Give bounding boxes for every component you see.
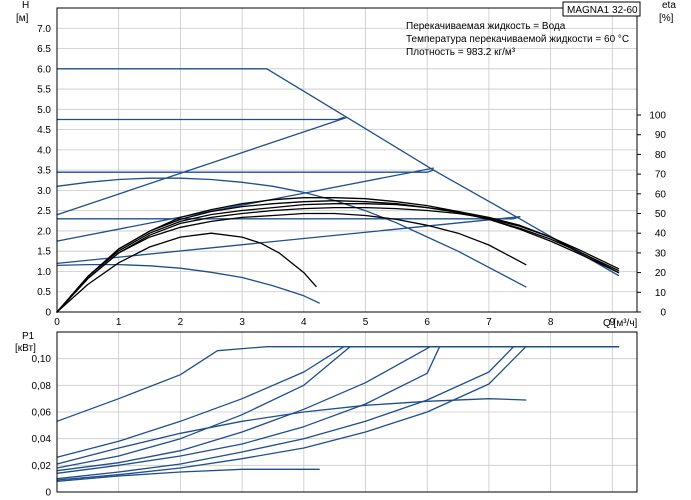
head-y-tick-label: 2.0	[37, 226, 51, 237]
power-curve	[56, 346, 620, 474]
power-curve	[56, 346, 620, 480]
y2-axis-name: eta	[662, 0, 676, 11]
power-grid	[56, 332, 637, 493]
head-y-tick-label: 0	[45, 308, 51, 319]
power-plot-frame	[56, 331, 638, 493]
eta-y-tick-label: 10	[655, 288, 667, 299]
head-y-tick-label: 1.5	[37, 247, 51, 258]
model-title-box	[562, 1, 641, 17]
head-y-tick-label: 6.5	[37, 44, 51, 55]
x-tick-label: 0	[54, 317, 60, 328]
model-title: MAGNA1 32-60	[567, 5, 638, 16]
y-axis-name: H	[22, 0, 29, 11]
head-plot-frame	[56, 7, 638, 313]
eta-y-tick-label: 30	[655, 248, 667, 259]
efficiency-curve	[56, 203, 620, 313]
efficiency-curve	[56, 206, 620, 313]
head-curve	[56, 169, 435, 173]
x-tick-label: 1	[116, 317, 122, 328]
x-tick-label: 2	[178, 317, 184, 328]
power-y-tick-label: 0,08	[32, 381, 52, 392]
eta-y-tick-label: 20	[655, 268, 667, 279]
x-tick-label: 4	[301, 317, 307, 328]
x-tick-label: 8	[548, 317, 554, 328]
power-curve	[56, 346, 620, 422]
head-curve	[56, 167, 435, 242]
head-y-tick-label: 7.0	[37, 24, 51, 35]
head-y-tick-label: 5.5	[37, 85, 51, 96]
eta-y-tick-label: 50	[655, 209, 667, 220]
power-curve	[56, 346, 620, 472]
efficiency-curve	[56, 212, 527, 313]
eta-y-tick-label: 60	[655, 189, 667, 200]
eta-y-tick-label: 100	[649, 111, 666, 122]
head-curve	[56, 216, 521, 220]
power-y-tick-label: 0,02	[32, 461, 52, 472]
x-axis-label: Q [м³/ч]	[603, 318, 638, 329]
power-curve	[56, 346, 620, 469]
head-y-tick-label: 2.5	[37, 206, 51, 217]
head-curves	[56, 68, 620, 304]
efficiency-curve	[56, 197, 620, 313]
head-y-tick-label: 1.0	[37, 267, 51, 278]
x-tick-label: 6	[424, 317, 430, 328]
head-y-tick-label: 5.0	[37, 105, 51, 116]
p1-axis-unit: [кВт]	[15, 343, 36, 354]
info-line-temperature: Температура перекачиваемой жидкости = 60…	[406, 34, 629, 45]
eta-y-tick-label: 0	[660, 308, 666, 319]
power-y-tick-label: 0,06	[32, 408, 52, 419]
head-y-tick-label: 6.0	[37, 64, 51, 75]
head-y-tick-label: 3.5	[37, 166, 51, 177]
head-curve	[56, 116, 348, 216]
power-y-tick-label: 0,04	[32, 434, 52, 445]
power-curve	[56, 346, 620, 481]
power-y-tick-label: 0,10	[32, 354, 52, 365]
head-curve	[56, 263, 320, 304]
x-tick-label: 9	[610, 317, 616, 328]
head-curve	[56, 116, 345, 121]
efficiency-curve	[56, 200, 620, 313]
eta-y-tick-label: 70	[655, 170, 667, 181]
head-y-tick-label: 3.0	[37, 186, 51, 197]
eta-y-tick-label: 90	[655, 130, 667, 141]
eta-y-tick-label: 80	[655, 150, 667, 161]
x-tick-label: 3	[239, 317, 245, 328]
head-y-tick-label: 0.5	[37, 287, 51, 298]
head-curve	[56, 68, 620, 277]
efficiency-curves	[56, 197, 620, 313]
power-curve	[56, 346, 620, 458]
head-curve	[56, 177, 527, 288]
efficiency-curve	[56, 232, 317, 313]
info-line-density: Плотность = 983.2 кг/м³	[406, 47, 516, 58]
power-curve	[56, 468, 320, 482]
head-y-tick-label: 4.5	[37, 125, 51, 136]
info-line-fluid: Перекачиваемая жидкость = Вода	[406, 21, 566, 32]
p1-axis-name: P1	[22, 331, 35, 342]
y-axis-unit: [м]	[16, 13, 29, 24]
axis-ticks: 0 1 2 3 4 5 6 7 8 900.51.01.52.02.53.03.54.04.55.…	[32, 24, 667, 499]
head-y-tick-label: 4.0	[37, 145, 51, 156]
head-grid	[56, 8, 637, 313]
power-curves	[56, 346, 620, 482]
y2-axis-unit: [%]	[659, 13, 674, 24]
x-tick-label: 7	[486, 317, 492, 328]
head-curve	[56, 216, 521, 265]
power-curve	[56, 398, 527, 465]
eta-y-tick-label: 40	[655, 229, 667, 240]
x-tick-label: 5	[363, 317, 369, 328]
power-y-tick-label: 0	[45, 488, 51, 499]
